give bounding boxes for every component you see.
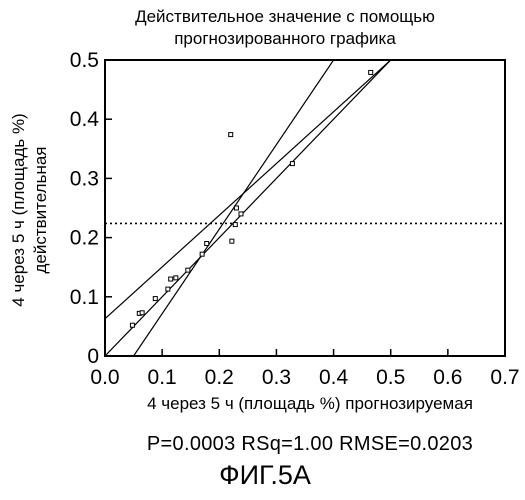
x-tick-label: 0.5 bbox=[376, 366, 405, 389]
data-point bbox=[233, 223, 237, 227]
x-tick-label: 0.1 bbox=[148, 366, 177, 389]
x-tick-label: 0.3 bbox=[262, 366, 291, 389]
y-axis-label-line-2: действительная bbox=[31, 147, 51, 274]
data-point bbox=[230, 239, 234, 243]
y-tick-label: 0.5 bbox=[70, 49, 99, 72]
data-point bbox=[234, 206, 238, 210]
axes-group bbox=[105, 60, 505, 356]
data-point bbox=[140, 311, 144, 315]
confidence-line-2 bbox=[105, 60, 391, 319]
data-point bbox=[200, 252, 204, 256]
data-point bbox=[169, 277, 173, 281]
data-point bbox=[130, 323, 134, 327]
data-point bbox=[290, 162, 294, 166]
tick-labels-group: 0.0 0.1 0.2 0.3 0.4 0.5 0.6 0.7 0 0.1 0.2 0.3 0.4 0.5 bbox=[70, 49, 520, 389]
y-tick-label: 0 bbox=[87, 345, 99, 368]
x-tick-label: 0.2 bbox=[205, 366, 234, 389]
y-tick-label: 0.2 bbox=[70, 227, 99, 250]
data-point bbox=[369, 70, 373, 74]
figure-label: ФИГ.5А bbox=[165, 460, 365, 491]
fit-line bbox=[105, 0, 505, 356]
data-point bbox=[239, 212, 243, 216]
data-point bbox=[174, 276, 178, 280]
fit-lines-group bbox=[105, 0, 505, 356]
data-point bbox=[229, 133, 233, 137]
fit-statistics: P=0.0003 RSq=1.00 RMSE=0.0203 bbox=[120, 433, 500, 456]
x-tick-label: 0.4 bbox=[319, 366, 349, 389]
confidence-line-1 bbox=[134, 60, 334, 356]
x-tick-label: 0.7 bbox=[490, 366, 519, 389]
y-tick-label: 0.3 bbox=[70, 167, 99, 190]
y-axis-label-line-1: 4 через 5 ч (площадь %) bbox=[9, 113, 29, 306]
chart-title-line-2: прогнозированного графика bbox=[60, 28, 510, 49]
data-point bbox=[153, 297, 157, 301]
x-axis-label: 4 через 5 ч (площадь %) прогнозируемая bbox=[90, 394, 525, 414]
chart-title-line-1: Действительное значение с помощью bbox=[60, 6, 510, 27]
y-tick-label: 0.1 bbox=[70, 286, 99, 309]
x-tick-label: 0.6 bbox=[433, 366, 462, 389]
data-point bbox=[205, 242, 209, 246]
x-tick-label: 0.0 bbox=[90, 366, 119, 389]
y-tick-label: 0.4 bbox=[70, 108, 100, 131]
data-point bbox=[186, 268, 190, 272]
plot-frame bbox=[105, 60, 505, 356]
data-point bbox=[166, 287, 170, 291]
